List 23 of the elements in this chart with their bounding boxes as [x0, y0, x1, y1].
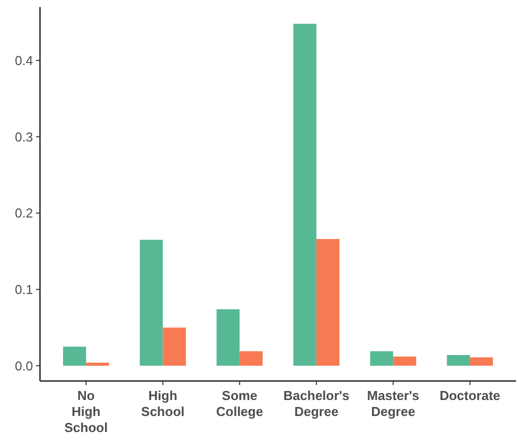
bar — [446, 355, 470, 366]
bar — [240, 351, 263, 366]
bar — [216, 309, 240, 366]
bar — [293, 24, 316, 366]
bar — [86, 362, 110, 366]
bar — [393, 356, 416, 366]
x-tick-label: Bachelor's Degree — [283, 388, 350, 419]
x-tick-label: High School — [141, 388, 185, 419]
y-tick-label: 0.4 — [14, 52, 33, 68]
x-tick-label: No High School — [64, 388, 108, 435]
x-tick-label: Doctorate — [440, 388, 500, 403]
x-tick-label: Master's Degree — [367, 388, 420, 419]
x-tick-label: Some College — [216, 388, 264, 419]
bar — [370, 351, 394, 366]
y-tick-label: 0.1 — [14, 282, 33, 297]
bar — [140, 240, 163, 366]
y-tick-label: 0.2 — [14, 206, 33, 221]
bar — [470, 357, 493, 366]
y-tick-label: 0.0 — [14, 358, 33, 374]
bar — [63, 346, 86, 366]
bar — [162, 328, 186, 366]
y-tick-label: 0.3 — [14, 129, 33, 144]
bar — [316, 239, 340, 366]
